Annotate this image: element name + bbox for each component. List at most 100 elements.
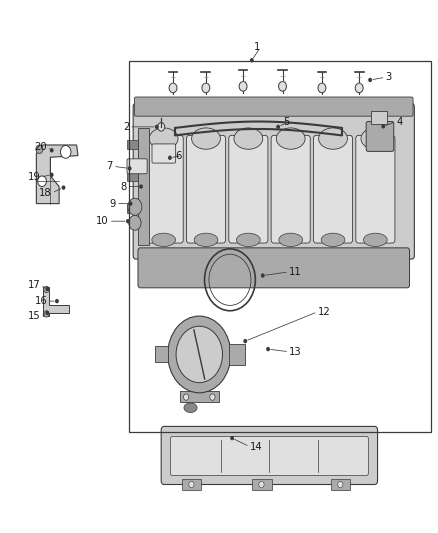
FancyBboxPatch shape [271, 135, 310, 243]
Text: 7: 7 [106, 161, 113, 171]
Ellipse shape [279, 233, 303, 247]
Circle shape [46, 287, 49, 290]
Ellipse shape [234, 128, 263, 149]
FancyBboxPatch shape [138, 248, 410, 288]
Circle shape [56, 300, 58, 303]
Circle shape [168, 316, 231, 393]
Circle shape [369, 78, 371, 82]
Bar [331, 479, 350, 490]
Bar [127, 140, 138, 149]
Ellipse shape [321, 233, 345, 247]
Circle shape [210, 394, 215, 400]
Text: 19: 19 [28, 172, 40, 182]
Circle shape [127, 220, 129, 223]
Circle shape [44, 311, 49, 317]
Circle shape [267, 348, 269, 351]
Circle shape [44, 286, 49, 293]
Circle shape [158, 123, 165, 131]
FancyBboxPatch shape [170, 437, 368, 475]
Circle shape [189, 481, 194, 488]
Circle shape [318, 83, 326, 93]
Bar [252, 479, 272, 490]
Ellipse shape [318, 128, 347, 149]
Circle shape [46, 311, 49, 314]
Circle shape [184, 394, 189, 400]
Circle shape [128, 167, 131, 170]
Circle shape [36, 145, 43, 154]
FancyBboxPatch shape [187, 135, 226, 243]
Text: 1: 1 [254, 42, 261, 52]
Circle shape [50, 173, 53, 176]
Bar [182, 479, 201, 490]
Ellipse shape [152, 233, 176, 247]
FancyBboxPatch shape [127, 159, 147, 174]
Ellipse shape [361, 128, 390, 149]
FancyBboxPatch shape [161, 426, 378, 484]
Ellipse shape [194, 233, 218, 247]
Circle shape [62, 186, 65, 189]
Circle shape [338, 481, 343, 488]
Circle shape [128, 198, 142, 215]
Circle shape [129, 202, 132, 205]
Circle shape [176, 326, 223, 383]
Circle shape [202, 83, 210, 93]
Bar [371, 111, 387, 124]
Circle shape [261, 274, 264, 277]
Bar [138, 128, 149, 245]
Bar [127, 204, 138, 213]
Ellipse shape [364, 233, 387, 247]
Circle shape [129, 215, 141, 230]
Polygon shape [43, 287, 69, 316]
Bar [229, 344, 245, 365]
Text: 14: 14 [250, 442, 262, 451]
Ellipse shape [184, 403, 197, 413]
Circle shape [239, 82, 247, 91]
Ellipse shape [237, 233, 260, 247]
Circle shape [60, 146, 71, 158]
FancyBboxPatch shape [134, 97, 413, 116]
Circle shape [169, 83, 177, 93]
Text: 5: 5 [283, 117, 289, 126]
Text: 4: 4 [396, 117, 403, 126]
Text: 9: 9 [110, 199, 116, 208]
Text: 20: 20 [35, 142, 47, 151]
Text: 2: 2 [123, 122, 129, 132]
Text: 18: 18 [39, 188, 52, 198]
Text: 10: 10 [96, 216, 109, 226]
Text: 17: 17 [28, 280, 40, 290]
Text: 6: 6 [175, 151, 182, 160]
Circle shape [155, 125, 158, 128]
Circle shape [259, 481, 264, 488]
Circle shape [169, 156, 171, 159]
Ellipse shape [276, 128, 305, 149]
Text: 16: 16 [35, 296, 47, 306]
Bar [180, 391, 219, 402]
Circle shape [140, 185, 142, 188]
Circle shape [382, 125, 385, 128]
FancyBboxPatch shape [152, 144, 176, 163]
Circle shape [231, 437, 233, 440]
Circle shape [279, 82, 286, 91]
FancyBboxPatch shape [356, 135, 395, 243]
Ellipse shape [149, 128, 178, 149]
Circle shape [251, 59, 253, 62]
Circle shape [277, 125, 279, 128]
FancyBboxPatch shape [229, 135, 268, 243]
Bar [155, 346, 168, 362]
Circle shape [244, 340, 247, 343]
Bar [127, 172, 138, 181]
Text: 15: 15 [28, 311, 40, 320]
Circle shape [38, 176, 46, 187]
FancyBboxPatch shape [144, 135, 183, 243]
Text: 13: 13 [289, 347, 302, 357]
Polygon shape [36, 145, 78, 204]
Circle shape [355, 83, 363, 93]
FancyBboxPatch shape [366, 122, 394, 151]
FancyBboxPatch shape [133, 103, 414, 259]
FancyBboxPatch shape [314, 135, 353, 243]
Text: 12: 12 [318, 307, 330, 317]
Bar [129, 61, 431, 432]
Text: 8: 8 [121, 182, 127, 191]
Circle shape [50, 149, 53, 152]
Text: 11: 11 [289, 267, 302, 277]
